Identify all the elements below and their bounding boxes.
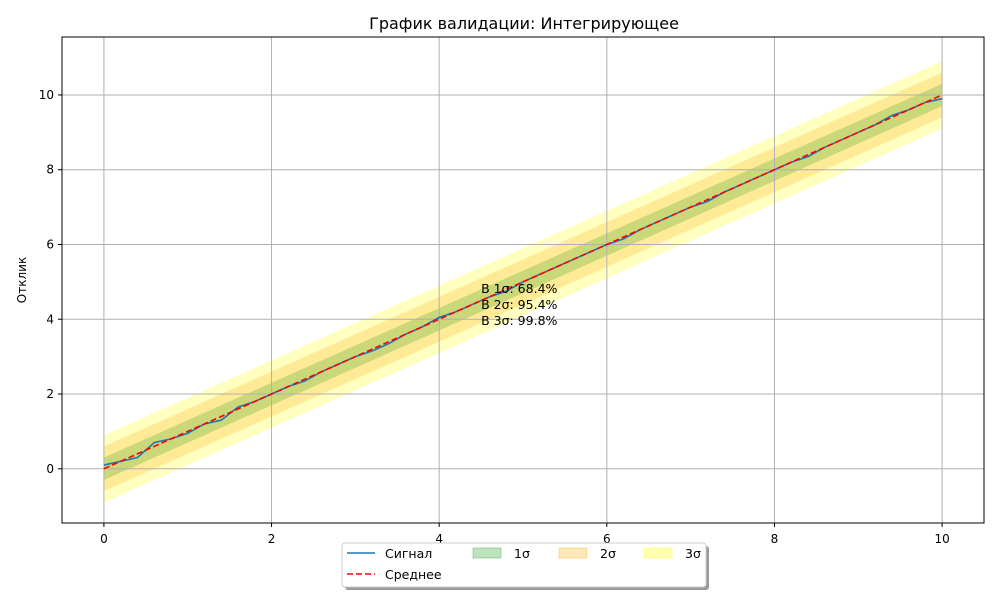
legend-mean-label: Среднее: [385, 567, 442, 582]
legend-band-swatch: [643, 547, 673, 559]
legend-band-label: 2σ: [600, 546, 616, 561]
legend-band-label: 3σ: [685, 546, 701, 561]
legend-box: [341, 542, 707, 588]
y-tick-label: 8: [46, 163, 54, 177]
x-tick-label: 8: [771, 532, 779, 546]
y-tick-label: 10: [39, 88, 54, 102]
y-tick-label: 6: [46, 237, 54, 251]
x-tick-label: 4: [435, 532, 443, 546]
coverage-annotations: В 1σ: 68.4%В 2σ: 95.4%В 3σ: 99.8%: [481, 281, 557, 328]
legend: Сигнал Среднее 1σ 2σ 3σ: [341, 542, 709, 590]
legend-band-swatch: [558, 547, 588, 559]
coverage-annotation: В 2σ: 95.4%: [481, 297, 557, 312]
chart-title: График валидации: Интегрирующее: [369, 14, 679, 33]
x-tick-label: 2: [268, 532, 276, 546]
x-tick-label: 10: [934, 532, 949, 546]
legend-band-label: 1σ: [514, 546, 530, 561]
axis-ticks: 0 2 4 6 8 10 0 2 4 6 8 10: [39, 88, 950, 546]
signal-line: [103, 97, 943, 466]
grid: [62, 37, 984, 523]
y-tick-label: 4: [46, 312, 54, 326]
plot-frame: [61, 36, 985, 524]
coverage-annotation: В 1σ: 68.4%: [481, 281, 557, 296]
coverage-annotation: В 3σ: 99.8%: [481, 313, 557, 328]
x-tick-label: 6: [603, 532, 611, 546]
legend-band-swatch: [472, 547, 502, 559]
x-tick-label: 0: [100, 532, 108, 546]
y-tick-label: 0: [46, 462, 54, 476]
y-axis-label: Отклик: [15, 257, 29, 303]
series-lines: [103, 94, 943, 470]
legend-signal-label: Сигнал: [385, 546, 432, 561]
y-tick-label: 2: [46, 387, 54, 401]
